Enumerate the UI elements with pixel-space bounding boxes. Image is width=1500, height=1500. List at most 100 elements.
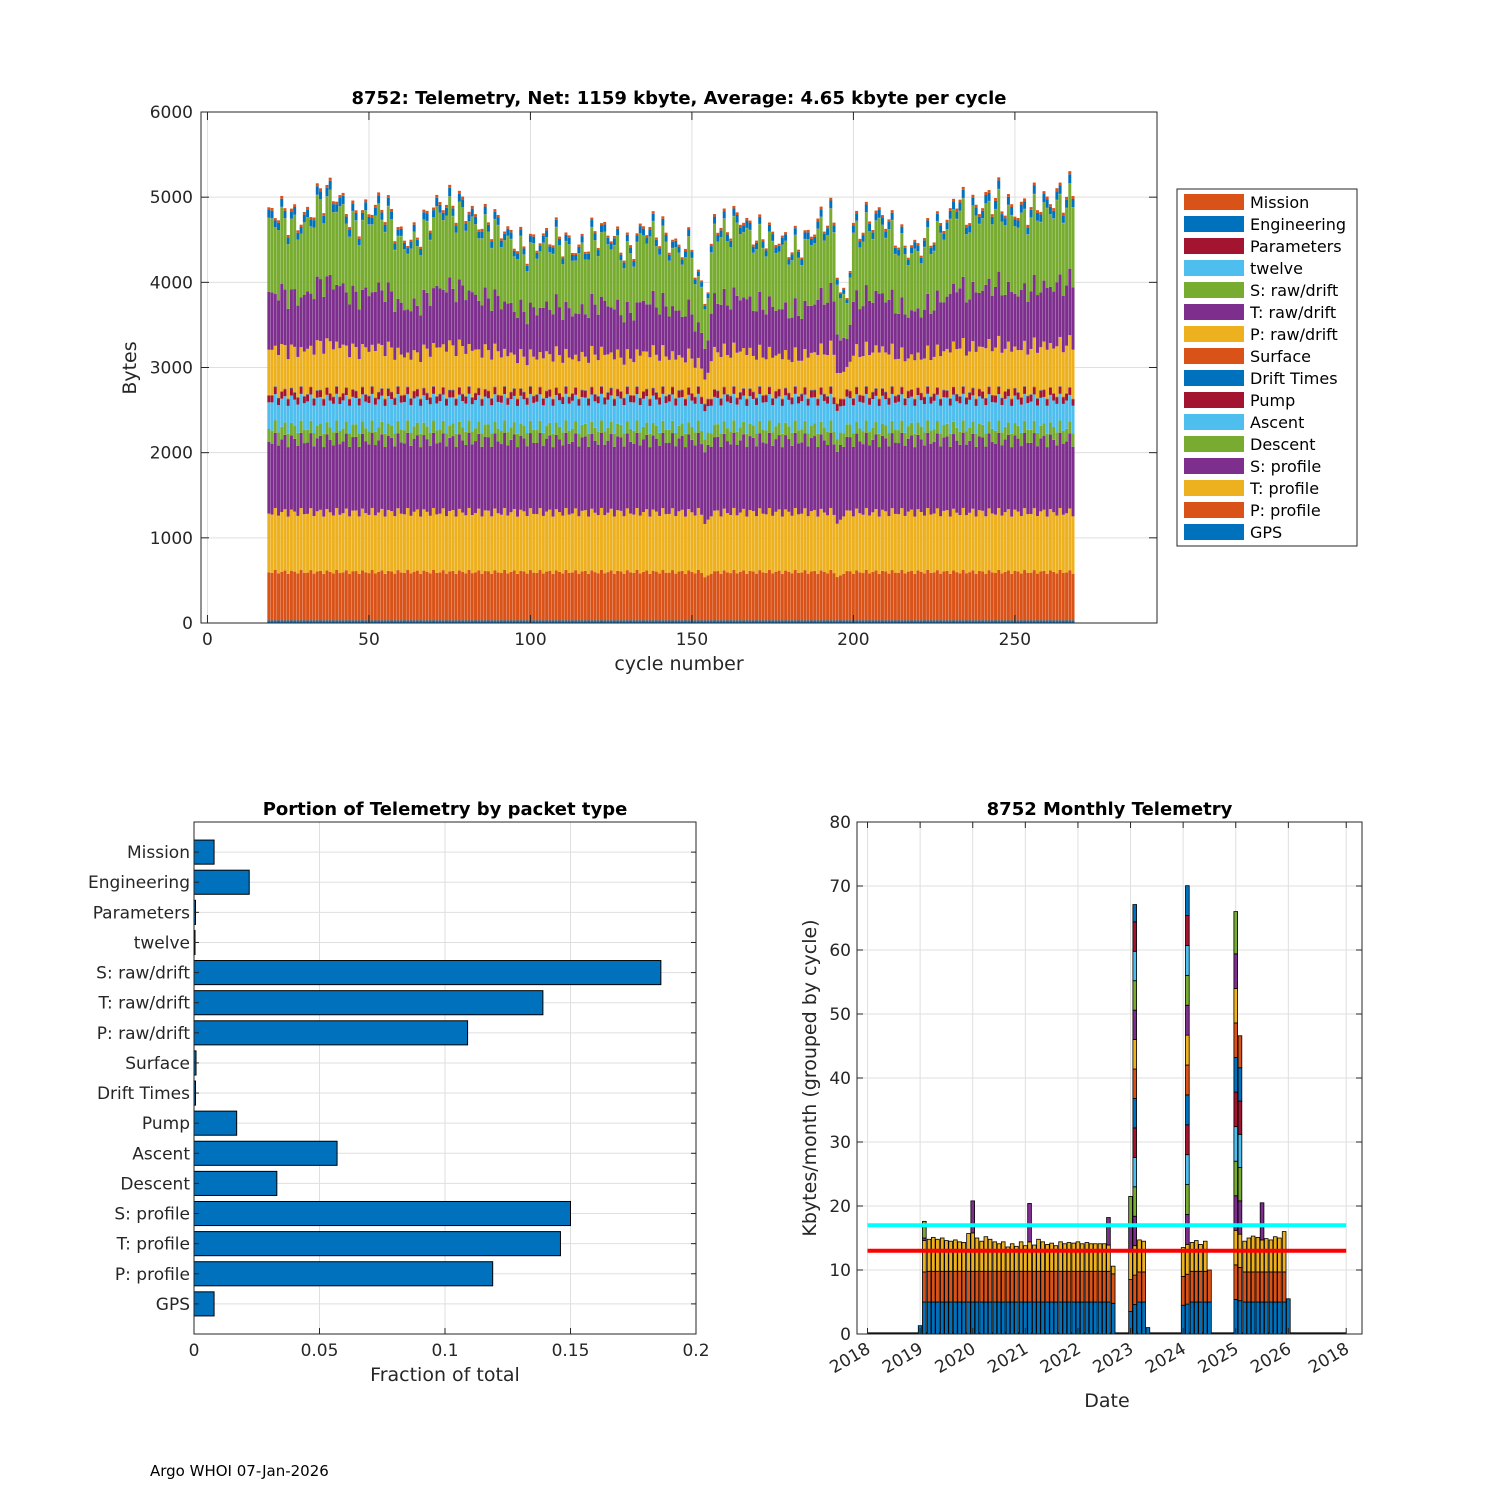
chart1-bar-segment [412,571,416,621]
chart3-ytick-label: 70 [829,877,851,897]
chart1-bar-segment [461,285,465,347]
chart1-bar-segment [1068,183,1072,269]
chart1-bar-segment [632,260,636,267]
chart1-bar-segment [994,198,997,201]
chart1-bar-segment [574,313,578,355]
chart1-bar-segment [383,516,387,574]
chart1-bar-segment [990,620,994,623]
chart3-bar-segment [1066,1270,1072,1303]
chart1-bar-segment [661,216,665,219]
chart1-bar-segment [751,425,755,438]
chart1-bar-segment [822,394,826,401]
chart1-bar-segment [1045,516,1049,574]
chart1-bar-segment [758,216,762,224]
chart1-bar-segment [593,240,597,305]
chart1-bar-segment [706,406,710,433]
chart1-bar-segment [422,388,426,396]
chart1-bar-segment [893,429,897,443]
chart1-bar-segment [428,404,432,433]
chart1-bar-segment [493,343,497,387]
chart1-bar-segment [470,350,474,397]
chart1-bar-segment [929,247,933,255]
chart1-bar-segment [354,397,358,425]
chart1-bar-segment [270,430,274,444]
chart1-bar-segment [1039,292,1043,348]
chart1-bar-segment [696,269,700,272]
chart1-bar-segment [981,391,985,399]
chart1-bar-segment [441,289,445,345]
chart2-bar [193,1110,238,1136]
chart1-bar-segment [1010,573,1014,621]
chart3-bar-segment [1145,1327,1151,1335]
chart1-bar-segment [577,433,581,447]
chart3-bar-segment [1272,1271,1278,1303]
chart1-bar-segment [600,620,603,623]
chart1-bar-segment [435,620,439,623]
chart1-bar-segment [835,451,839,524]
chart1-bar-segment [609,243,613,250]
chart1-bar-segment [432,343,436,386]
chart1-bar-segment [548,309,552,355]
chart1-bar-segment [583,620,587,623]
chart1-bar-segment [1032,182,1036,186]
chart1-bar-segment [474,393,478,401]
chart1-bar-segment [725,572,729,621]
chart1-bar-segment [858,441,862,514]
chart1-bar-segment [929,514,933,573]
chart1-bar-segment [903,515,907,574]
chart1-bar-segment [926,393,930,421]
chart1-bar-segment [306,348,310,394]
chart1-bar-segment [319,620,322,623]
chart1-bar-segment [855,344,859,387]
chart1-bar-segment [687,620,691,623]
chart1-bar-segment [396,386,400,395]
chart1-bar-segment [906,571,910,621]
chart1-bar-segment [396,229,400,236]
chart1-bar-segment [558,571,561,621]
chart1-bar-segment [706,340,710,373]
chart1-bar-segment [548,354,552,389]
chart1-bar-segment [742,570,746,621]
chart1-bar-segment [522,399,526,426]
chart1-bar-segment [577,446,581,517]
chart1-bar-segment [551,314,555,362]
chart1-bar-segment [861,514,865,574]
chart1-bar-segment [829,620,833,623]
chart1-bar-segment [461,440,465,513]
chart1-bar-segment [819,508,823,571]
chart1-bar-segment [432,288,436,344]
chart3-bar-segment [922,1240,927,1273]
chart1-bar-segment [625,301,629,350]
chart1-bar-segment [554,434,558,510]
chart1-bar-segment [671,570,675,621]
legend-entry: S: raw/drift [1250,281,1338,300]
chart1-bar-segment [438,204,442,213]
chart1-bar-segment [351,571,355,621]
chart1-bar-segment [690,427,694,440]
chart1-bar-segment [809,305,813,353]
chart1-bar-segment [577,361,581,399]
chart1-bar-segment [767,394,771,421]
chart1-bar-segment [545,438,549,512]
chart1-bar-segment [351,510,355,572]
chart1-bar-segment [842,399,846,406]
chart1-bar-segment [622,433,626,447]
chart1-bar-segment [761,620,765,623]
chart1-bar-segment [364,287,368,348]
chart3-ytick-label: 80 [829,813,851,833]
chart1-bar-segment [373,404,377,432]
chart1-bar-segment [958,396,962,404]
chart1-bar-segment [393,620,397,623]
chart3-bar-segment [1255,1236,1261,1273]
chart1-bar-segment [648,399,652,406]
chart1-bar-segment [309,433,313,509]
chart1-bar-segment [509,571,513,621]
chart1-bar-segment [842,405,846,434]
chart1-bar-segment [800,429,804,443]
chart1-bar-segment [945,436,949,511]
chart1-bar-segment [558,393,561,401]
chart1-bar-segment [716,571,720,621]
chart3-bar-segment [931,1236,936,1272]
chart3-bar-segment [1237,1200,1243,1235]
chart1-bar-segment [590,508,594,571]
